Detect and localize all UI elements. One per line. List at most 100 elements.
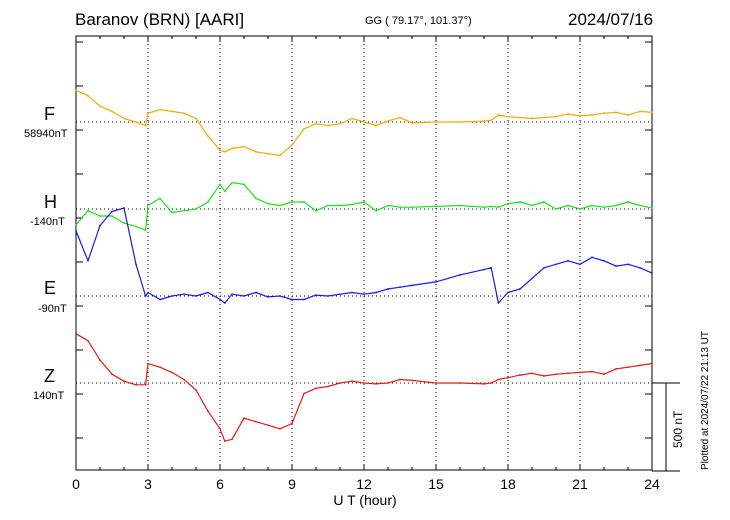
data-point-E bbox=[111, 210, 113, 213]
data-point-E bbox=[267, 295, 269, 298]
data-point-E bbox=[147, 291, 149, 294]
data-point-F bbox=[147, 112, 149, 115]
data-point-F bbox=[507, 115, 509, 118]
data-point-H bbox=[147, 204, 149, 207]
geo-coordinates: GG ( 79.17°, 101.37°) bbox=[365, 15, 472, 27]
data-point-Z bbox=[375, 382, 377, 385]
data-point-H bbox=[399, 206, 401, 209]
data-point-E bbox=[171, 295, 173, 297]
data-point-E bbox=[555, 263, 557, 266]
data-point-E bbox=[591, 256, 593, 259]
data-point-F bbox=[111, 110, 113, 113]
data-point-H bbox=[363, 201, 365, 203]
data-point-F bbox=[291, 143, 293, 146]
data-point-E bbox=[327, 295, 329, 297]
data-point-Z bbox=[75, 332, 77, 335]
data-point-F bbox=[579, 114, 581, 117]
data-point-E bbox=[315, 294, 317, 297]
data-point-F bbox=[183, 112, 185, 115]
data-point-F bbox=[603, 112, 605, 115]
data-point-Z bbox=[171, 371, 173, 374]
data-point-Z bbox=[231, 438, 233, 441]
x-tick-label: 21 bbox=[572, 476, 588, 492]
data-point-H bbox=[603, 206, 605, 209]
data-point-F bbox=[591, 114, 593, 116]
data-point-E bbox=[615, 265, 617, 267]
data-point-F bbox=[144, 124, 147, 127]
data-point-Z bbox=[651, 362, 653, 365]
data-point-E bbox=[195, 295, 197, 297]
data-point-E bbox=[99, 224, 101, 227]
x-tick-label: 18 bbox=[500, 476, 516, 492]
data-point-H bbox=[459, 204, 461, 207]
data-point-F bbox=[207, 135, 209, 137]
data-point-F bbox=[363, 121, 365, 123]
x-tick-label: 6 bbox=[216, 476, 224, 492]
series-name-E: E bbox=[44, 278, 57, 298]
data-point-H bbox=[375, 209, 377, 212]
data-point-H bbox=[327, 204, 329, 207]
data-point-F bbox=[387, 120, 389, 123]
data-point-H bbox=[231, 181, 233, 184]
data-point-Z bbox=[531, 372, 533, 375]
data-point-Z bbox=[591, 370, 593, 373]
x-tick-label: 15 bbox=[428, 476, 444, 492]
data-point-H bbox=[171, 211, 173, 214]
data-point-H bbox=[411, 206, 413, 209]
data-point-F bbox=[497, 114, 500, 116]
data-point-Z bbox=[351, 380, 353, 383]
data-point-E bbox=[303, 298, 305, 301]
data-point-Z bbox=[223, 440, 226, 442]
data-point-F bbox=[267, 152, 269, 155]
series-name-F: F bbox=[44, 104, 55, 124]
data-point-E bbox=[627, 263, 629, 266]
data-point-F bbox=[315, 122, 317, 125]
data-point-F bbox=[255, 151, 257, 153]
data-point-H bbox=[490, 205, 493, 208]
data-point-F bbox=[555, 115, 557, 118]
x-tick-label: 3 bbox=[144, 476, 152, 492]
data-point-F bbox=[223, 151, 226, 153]
data-point-E bbox=[255, 291, 257, 294]
data-point-Z bbox=[327, 385, 329, 388]
data-point-E bbox=[243, 295, 245, 297]
data-point-Z bbox=[399, 378, 401, 381]
data-point-H bbox=[279, 204, 281, 207]
data-point-F bbox=[87, 94, 89, 97]
data-point-F bbox=[483, 120, 485, 123]
data-point-H bbox=[315, 209, 317, 212]
data-point-Z bbox=[567, 372, 569, 375]
data-point-E bbox=[483, 268, 485, 271]
data-point-H bbox=[615, 204, 617, 207]
x-axis-label: U T (hour) bbox=[333, 492, 397, 508]
data-point-F bbox=[435, 121, 437, 123]
data-point-H bbox=[183, 209, 185, 212]
data-point-Z bbox=[543, 375, 545, 377]
data-point-H bbox=[591, 204, 593, 207]
data-point-E bbox=[183, 293, 185, 296]
data-point-H bbox=[195, 208, 197, 210]
data-point-E bbox=[387, 288, 389, 290]
data-point-E bbox=[144, 295, 147, 297]
data-point-Z bbox=[387, 382, 389, 384]
data-point-H bbox=[497, 206, 500, 209]
data-point-H bbox=[387, 204, 389, 207]
data-point-H bbox=[435, 205, 437, 208]
data-point-F bbox=[135, 121, 137, 123]
data-point-H bbox=[651, 207, 653, 210]
data-point-E bbox=[219, 298, 221, 301]
data-point-F bbox=[639, 110, 641, 113]
data-point-F bbox=[351, 117, 353, 120]
data-point-E bbox=[123, 207, 125, 209]
series-baseline-F: 58940nT bbox=[24, 128, 68, 140]
data-point-F bbox=[123, 117, 125, 120]
x-tick-label: 24 bbox=[644, 476, 660, 492]
data-point-Z bbox=[555, 373, 557, 376]
data-point-Z bbox=[603, 373, 605, 376]
data-point-Z bbox=[267, 424, 269, 427]
data-point-E bbox=[603, 259, 605, 262]
data-point-Z bbox=[303, 392, 305, 395]
data-point-F bbox=[171, 110, 173, 113]
station-title: Baranov (BRN) [AARI] bbox=[75, 10, 245, 29]
